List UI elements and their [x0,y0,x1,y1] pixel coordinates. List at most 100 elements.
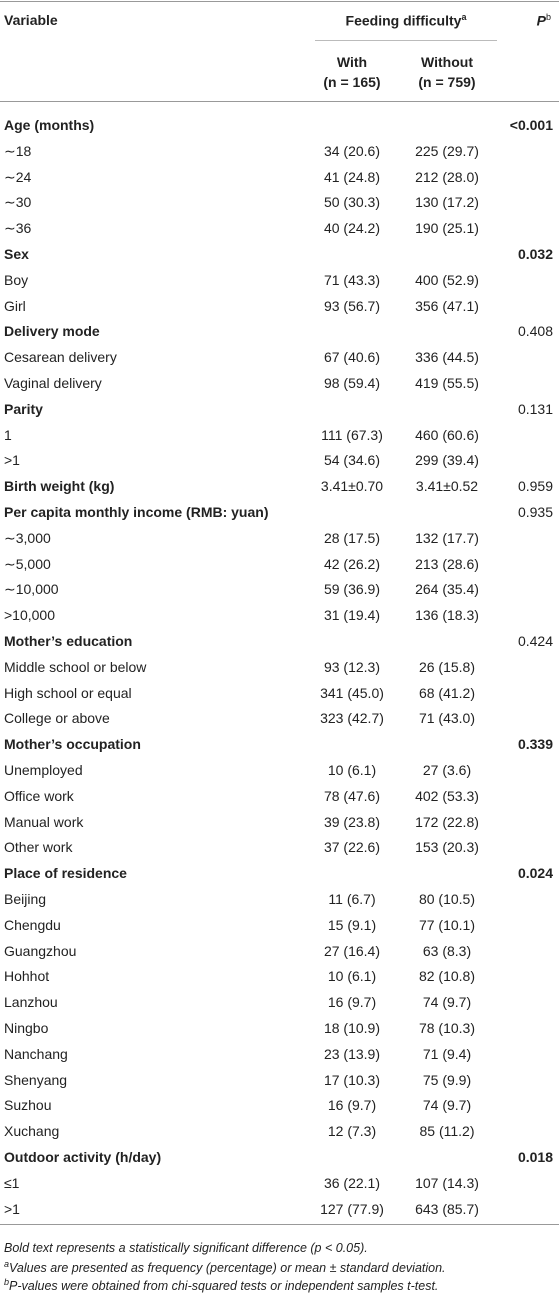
row-label: Lanzhou [4,994,58,1011]
row-label: ∼3,000 [4,529,51,546]
row-label: Birth weight (kg) [4,478,115,495]
row-label: >10,000 [4,607,55,624]
data-row: Middle school or below 93 (12.3) 26 (15.8) [0,655,559,681]
data-row: Manual work 39 (23.8) 172 (22.8) [0,810,559,836]
with-value: 111 (67.3) [321,426,383,443]
row-label: Girl [4,297,26,314]
p-value: 0.408 [517,323,553,340]
with-value: 59 (36.9) [323,581,381,598]
row-label: Place of residence [4,865,127,882]
row-label: Mother’s occupation [4,736,141,753]
with-value: 23 (13.9) [323,1045,381,1062]
with-value: 28 (17.5) [323,529,381,546]
header-without: Without (n = 759) [397,52,497,92]
section-row: Parity 0.131 [0,397,559,423]
with-value: 16 (9.7) [327,1097,377,1114]
data-row: ∼10,000 59 (36.9) 264 (35.4) [0,577,559,603]
without-value: 71 (9.4) [422,1045,472,1062]
footnote-mark: a [4,1259,10,1269]
without-value: 77 (10.1) [418,916,476,933]
with-n: (n = 165) [323,74,381,90]
data-row: Unemployed 10 (6.1) 27 (3.6) [0,758,559,784]
row-label: >1 [4,1200,20,1217]
without-value: 172 (22.8) [415,813,479,830]
data-row: Vaginal delivery 98 (59.4) 419 (55.5) [0,371,559,397]
with-value: 40 (24.2) [323,220,381,237]
row-label: Manual work [4,813,84,830]
without-value: 213 (28.6) [415,555,479,572]
header-group: Feeding difficultya [315,12,497,29]
p-value: 0.424 [517,633,553,649]
data-row: College or above 323 (42.7) 71 (43.0) [0,706,559,732]
p-sup: b [545,12,551,22]
row-label: ∼5,000 [4,555,51,572]
without-value: 132 (17.7) [415,529,479,546]
row-label: ≤1 [4,1174,20,1191]
with-value: 54 (34.6) [323,452,381,469]
without-value: 460 (60.6) [415,426,479,443]
group-sup: a [461,12,467,22]
without-value: 356 (47.1) [415,297,479,314]
row-label: Parity [4,400,43,417]
top-rule [0,1,559,2]
row-label: Shenyang [4,1071,68,1088]
row-label: Chengdu [4,916,61,933]
data-row: ∼30 50 (30.3) 130 (17.2) [0,190,559,216]
with-value: 42 (26.2) [323,555,381,572]
row-label: ∼36 [4,220,32,237]
footnote: bP-values were obtained from chi-squared… [4,1277,438,1293]
data-row: 1 111 (67.3) 460 (60.6) [0,423,559,449]
with-value: 71 (43.3) [323,271,381,288]
data-row: ∼24 41 (24.8) 212 (28.0) [0,165,559,191]
data-row: High school or equal 341 (45.0) 68 (41.2) [0,681,559,707]
data-row: Guangzhou 27 (16.4) 63 (8.3) [0,939,559,965]
data-row: ∼3,000 28 (17.5) 132 (17.7) [0,526,559,552]
data-row: ≤1 36 (22.1) 107 (14.3) [0,1171,559,1197]
p-value: <0.001 [509,117,553,133]
row-label: ∼30 [4,194,32,211]
without-value: 74 (9.7) [422,1097,472,1114]
data-row: Xuchang 12 (7.3) 85 (11.2) [0,1119,559,1145]
without-value: 419 (55.5) [415,375,479,391]
with-value: 15 (9.1) [327,916,377,933]
with-value: 31 (19.4) [323,607,381,624]
section-row: Mother’s education 0.424 [0,629,559,655]
row-label: Vaginal delivery [4,375,102,391]
row-label: College or above [4,710,110,727]
group-label: Feeding difficulty [345,12,462,29]
without-value: 225 (29.7) [415,142,479,159]
without-value: 27 (3.6) [422,762,472,778]
data-row: Shenyang 17 (10.3) 75 (9.9) [0,1068,559,1094]
row-label: High school or equal [4,684,132,701]
without-value: 136 (18.3) [415,607,479,624]
with-value: 93 (56.7) [323,297,381,314]
without-value: 190 (25.1) [415,220,479,237]
header-rule [0,101,559,102]
group-rule [315,40,497,41]
section-row: Sex 0.032 [0,242,559,268]
row-label: Ningbo [4,1020,49,1036]
with-value: 41 (24.8) [323,168,381,185]
row-label: 1 [4,426,12,443]
without-value: 3.41±0.52 [415,478,479,495]
without-value: 402 (53.3) [415,787,479,804]
row-label: >1 [4,452,20,469]
header-with: With (n = 165) [302,52,402,92]
data-row: ∼18 34 (20.6) 225 (29.7) [0,139,559,165]
bottom-rule [0,1224,559,1225]
data-row: ∼36 40 (24.2) 190 (25.1) [0,216,559,242]
with-value: 17 (10.3) [323,1071,381,1088]
without-value: 400 (52.9) [415,271,479,288]
footnote: Bold text represents a statistically sig… [4,1241,368,1255]
with-value: 10 (6.1) [327,762,377,778]
p-value: 0.131 [517,400,553,417]
row-label: Cesarean delivery [4,349,117,366]
data-row: Ningbo 18 (10.9) 78 (10.3) [0,1016,559,1042]
row-label: Xuchang [4,1123,60,1140]
p-value: 0.339 [517,736,553,753]
data-row: >10,000 31 (19.4) 136 (18.3) [0,603,559,629]
without-value: 75 (9.9) [422,1071,472,1088]
row-label: Age (months) [4,117,95,133]
with-value: 341 (45.0) [320,684,384,701]
